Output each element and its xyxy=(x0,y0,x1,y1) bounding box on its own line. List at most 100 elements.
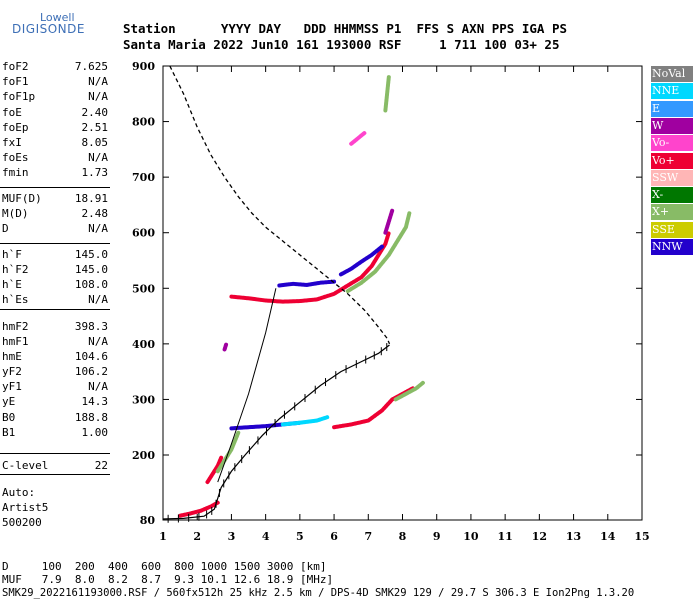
param-value: 2.48 xyxy=(81,207,109,220)
param-label: fmin xyxy=(2,166,29,179)
footer-file-row: SMK29_2022161193000.RSF / 560fx512h 25 k… xyxy=(2,587,635,599)
trace-nnw xyxy=(338,244,384,277)
param-label: yE xyxy=(2,395,16,408)
y-tick-label: 200 xyxy=(132,449,155,462)
legend-item-w: W xyxy=(651,117,693,134)
param-value: N/A xyxy=(88,222,108,235)
x-tick-label: 2 xyxy=(193,530,201,543)
param-label: h`F xyxy=(2,248,22,261)
trace-w xyxy=(222,341,229,352)
param-label: h`Es xyxy=(2,293,29,306)
param-value: N/A xyxy=(88,75,108,88)
param-value: 108.0 xyxy=(74,278,108,291)
trace-nne xyxy=(280,415,330,427)
header-row-values: Santa Maria 2022 Jun10 161 193000 RSF 1 … xyxy=(123,37,560,52)
param-row: C-level 22 xyxy=(2,459,108,473)
param-row: B0 188.8 xyxy=(2,411,108,425)
legend-item-x-: X- xyxy=(651,187,693,204)
auto-scaling-info: Auto: Artist5 500200 xyxy=(2,485,48,530)
param-value: 188.8 xyxy=(74,411,108,424)
param-value: 145.0 xyxy=(74,248,108,261)
param-value: N/A xyxy=(88,151,108,164)
footer-d-row: D 100 200 400 600 800 1000 1500 3000 [km… xyxy=(2,560,327,573)
x-tick-label: 15 xyxy=(634,530,649,543)
param-label: foF1p xyxy=(2,90,36,103)
plot-frame xyxy=(162,65,643,521)
param-value: N/A xyxy=(88,380,108,393)
param-value: 22 xyxy=(94,459,108,472)
param-separator xyxy=(0,187,110,188)
param-row: foEs N/A xyxy=(2,151,108,165)
param-row: fxI 8.05 xyxy=(2,136,108,150)
legend-item-ssw: SSW xyxy=(651,169,693,186)
param-row: foE 2.40 xyxy=(2,106,108,120)
param-label: h`E xyxy=(2,278,22,291)
trace-x- xyxy=(383,75,391,113)
trace-vo- xyxy=(349,130,367,146)
x-tick-label: 3 xyxy=(228,530,236,543)
param-label: foEp xyxy=(2,121,29,134)
param-row: MUF(D) 18.91 xyxy=(2,192,108,206)
param-row: hmF2 398.3 xyxy=(2,320,108,334)
auto-code: 500200 xyxy=(2,516,42,529)
param-separator xyxy=(0,474,110,475)
y-tick-label: 80 xyxy=(140,514,156,527)
param-row: h`F2 145.0 xyxy=(2,263,108,277)
param-row: foF2 7.625 xyxy=(2,60,108,74)
param-value: 145.0 xyxy=(74,263,108,276)
x-tick-label: 12 xyxy=(532,530,547,543)
param-value: 1.00 xyxy=(81,426,109,439)
x-tick-label: 9 xyxy=(433,530,441,543)
y-tick-label: 900 xyxy=(132,60,155,73)
param-label: D xyxy=(2,222,9,235)
param-label: foF1 xyxy=(2,75,29,88)
legend-item-nne: NNE xyxy=(651,83,693,100)
trace-nnw xyxy=(277,279,337,288)
x-tick-label: 4 xyxy=(262,530,270,543)
param-separator xyxy=(0,309,110,310)
x-tick-label: 13 xyxy=(566,530,581,543)
legend-item-vo-: Vo- xyxy=(651,135,693,152)
param-label: fxI xyxy=(2,136,22,149)
param-label: hmF1 xyxy=(2,335,29,348)
x-tick-label: 8 xyxy=(399,530,407,543)
x-tick-label: 10 xyxy=(463,530,479,543)
param-row: h`E 108.0 xyxy=(2,278,108,292)
param-row: hmE 104.6 xyxy=(2,350,108,364)
legend-item-sse: SSE xyxy=(651,221,693,238)
param-label: B0 xyxy=(2,411,16,424)
param-row: h`F 145.0 xyxy=(2,248,108,262)
param-label: hmE xyxy=(2,350,22,363)
trace-vo- xyxy=(205,455,224,485)
param-row: fmin 1.73 xyxy=(2,166,108,180)
profile-solid-curve xyxy=(162,344,390,520)
param-row: yF1 N/A xyxy=(2,380,108,394)
y-tick-label: 300 xyxy=(132,393,155,406)
param-label: yF1 xyxy=(2,380,22,393)
auto-label: Auto: xyxy=(2,486,36,499)
y-tick-label: 400 xyxy=(132,338,155,351)
x-tick-label: 1 xyxy=(159,530,167,543)
y-tick-label: 500 xyxy=(132,282,155,295)
trace-vo- xyxy=(229,230,391,304)
param-separator xyxy=(0,453,110,454)
x-tick-label: 5 xyxy=(296,530,304,543)
legend-item-e: E xyxy=(651,100,693,117)
param-label: hmF2 xyxy=(2,320,29,333)
param-row: B1 1.00 xyxy=(2,426,108,440)
param-label: C-level xyxy=(2,459,49,472)
param-value: 398.3 xyxy=(74,320,108,333)
y-tick-label: 700 xyxy=(132,171,155,184)
x-tick-label: 7 xyxy=(364,530,372,543)
param-row: foF1p N/A xyxy=(2,90,108,104)
trace-vo- xyxy=(332,386,415,430)
trace-x- xyxy=(393,380,426,402)
param-row: foF1 N/A xyxy=(2,75,108,89)
header-row-labels: Station YYYY DAY DDD HHMMSS P1 FFS S AXN… xyxy=(123,21,568,36)
param-value: N/A xyxy=(88,293,108,306)
legend-item-vo-: Vo+ xyxy=(651,152,693,169)
param-row: yE 14.3 xyxy=(2,395,108,409)
param-value: 7.625 xyxy=(74,60,108,73)
param-row: M(D) 2.48 xyxy=(2,207,108,221)
